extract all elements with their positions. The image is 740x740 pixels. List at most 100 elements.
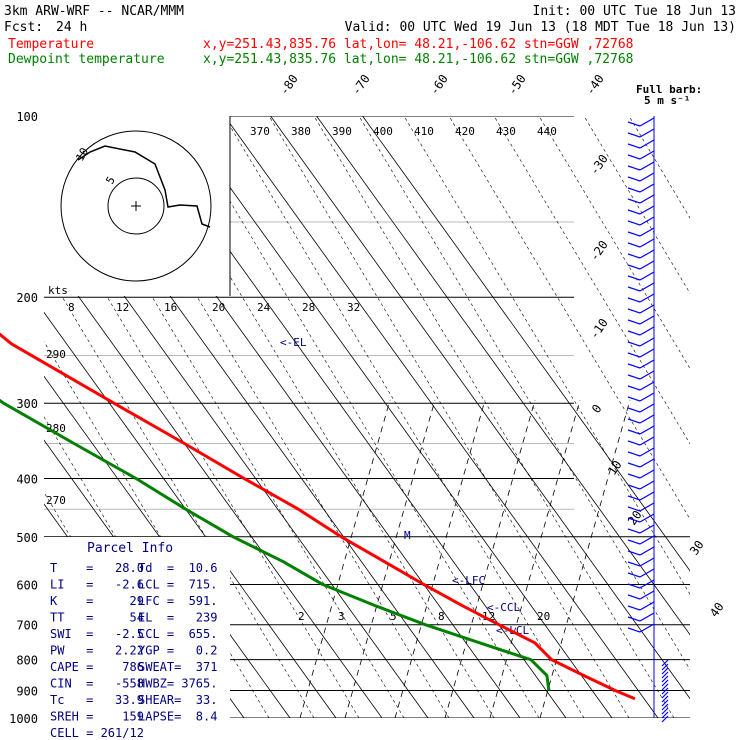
wind-barb-flag [627, 528, 641, 534]
parcel-info-left: TT = 54 [50, 611, 144, 625]
theta-e-label: 380 [291, 125, 311, 138]
temperature-tick-label: -10 [587, 316, 611, 342]
isotherm-line [178, 116, 613, 718]
wind-barb-flag [627, 451, 641, 457]
parcel-info-left: CELL = 261/12 [50, 726, 144, 740]
wind-barb-flag [627, 198, 641, 204]
pressure-tick-label: 900 [16, 684, 38, 698]
parcel-info-right: LFC = 591. [138, 594, 217, 608]
isotherm-line [362, 116, 690, 572]
wind-barb-flag [627, 231, 641, 237]
wind-barb-flag [627, 352, 641, 358]
wind-barb [639, 546, 655, 556]
isotherm-line [0, 116, 14, 718]
parcel-info-right: CCL = 655. [138, 627, 217, 641]
dry-adiabat-line [448, 116, 690, 520]
wind-barb-flag [627, 440, 641, 446]
temperature-tick-label: 30 [687, 538, 707, 558]
hodograph-trace [77, 145, 211, 228]
level-marker: <-EL [280, 336, 307, 349]
wind-barb-low [661, 671, 669, 679]
temperature-tick-label: -30 [587, 152, 611, 178]
mixing-ratio-label: 8 [438, 610, 445, 623]
wind-barb-flag [627, 572, 641, 578]
wind-barb-low [661, 711, 669, 719]
isotherm-line [224, 116, 659, 718]
init-time: Init: 00 UTC Tue 18 Jun 13 [533, 4, 737, 19]
level-marker: M [404, 529, 411, 542]
parcel-info-left: CIN = -558 [50, 677, 144, 691]
hodograph-axis-label: 12 [116, 301, 129, 314]
wind-barbs [627, 116, 669, 723]
hodograph-axis-label: 8 [68, 301, 75, 314]
wind-barb-flag [627, 264, 641, 270]
barb-legend-title: Full barb: [636, 83, 702, 96]
dewpoint-line [0, 398, 551, 691]
pressure-tick-label: 100 [16, 110, 38, 124]
wind-barb [639, 304, 655, 314]
wind-barb-flag [627, 550, 641, 556]
wind-barb-flag [627, 627, 641, 633]
wind-barb-flag [627, 297, 641, 303]
wind-barb [639, 238, 655, 248]
wind-barb [639, 260, 655, 270]
wind-barb-flag [627, 473, 641, 479]
sounding-series [0, 332, 636, 701]
theta-e-label: 420 [455, 125, 475, 138]
hodograph-axis-label: 24 [257, 301, 271, 314]
dry-adiabat-line [538, 116, 690, 370]
parcel-info-left: Tc = 33.9 [50, 693, 144, 707]
dry-adiabat-line [628, 116, 690, 219]
pressure-tick-label: 600 [16, 578, 38, 592]
hodograph-ring-outer [60, 130, 212, 282]
theta-label: 270 [46, 494, 66, 507]
isotherm-line [316, 116, 690, 636]
theta-e-label: 390 [332, 125, 352, 138]
wind-barb-flag [627, 176, 641, 182]
wind-barb [639, 249, 655, 259]
wind-barb-flag [627, 495, 641, 501]
parcel-info-left: CAPE = 786 [50, 660, 144, 674]
wind-barb [639, 216, 655, 226]
wind-barb-flag [627, 187, 641, 193]
wind-barb [639, 359, 655, 369]
level-marker: <-CCL [487, 601, 520, 614]
mixing-ratio-line [299, 399, 391, 718]
mixing-ratio-label: 3 [338, 610, 345, 623]
dewpoint-legend-info: x,y=251.43,835.76 lat,lon= 48.21,-106.62… [203, 52, 633, 67]
wind-barb-flag [627, 429, 641, 435]
temperature-tick-label: -80 [277, 72, 301, 98]
wind-barb [639, 161, 655, 171]
wind-barb-flag [627, 385, 641, 391]
temperature-tick-label: -50 [505, 72, 529, 98]
wind-barb-flag [627, 484, 641, 490]
wind-barb-low [661, 715, 669, 723]
mixing-ratio-label: 2 [298, 610, 305, 623]
parcel-info-panel: Parcel Info T = 28.0Td = 10.6 LI = -2.6LC… [44, 537, 230, 740]
theta-e-label: 410 [414, 125, 434, 138]
wind-barb-flag [627, 506, 641, 512]
theta-e-label: 400 [373, 125, 393, 138]
mixing-ratio-label: 20 [537, 610, 550, 623]
dry-adiabat-line [268, 116, 630, 718]
wind-barb-flag [627, 517, 641, 523]
pressure-tick-label: 400 [16, 472, 38, 486]
wind-barb-flag [627, 605, 641, 611]
wind-barb-flag [627, 583, 641, 589]
wind-barb-flag [627, 616, 641, 622]
dry-adiabat-line [493, 116, 690, 445]
wind-barb [639, 568, 655, 578]
parcel-info-left: SWI = -2.5 [50, 627, 144, 641]
wind-barb-flag [627, 253, 641, 259]
hodograph-ring-label: 10 [73, 146, 91, 164]
wind-barb-flag [627, 143, 641, 149]
parcel-info-right: Td = 10.6 [138, 561, 217, 575]
pressure-tick-label: 300 [16, 397, 38, 411]
wind-barb [639, 150, 655, 160]
dry-adiabat-line [223, 116, 585, 718]
wind-barb [639, 458, 655, 468]
hodograph-axis-label: 16 [164, 301, 177, 314]
temperature-tick-label: -20 [587, 238, 611, 264]
theta-e-label: 430 [496, 125, 516, 138]
